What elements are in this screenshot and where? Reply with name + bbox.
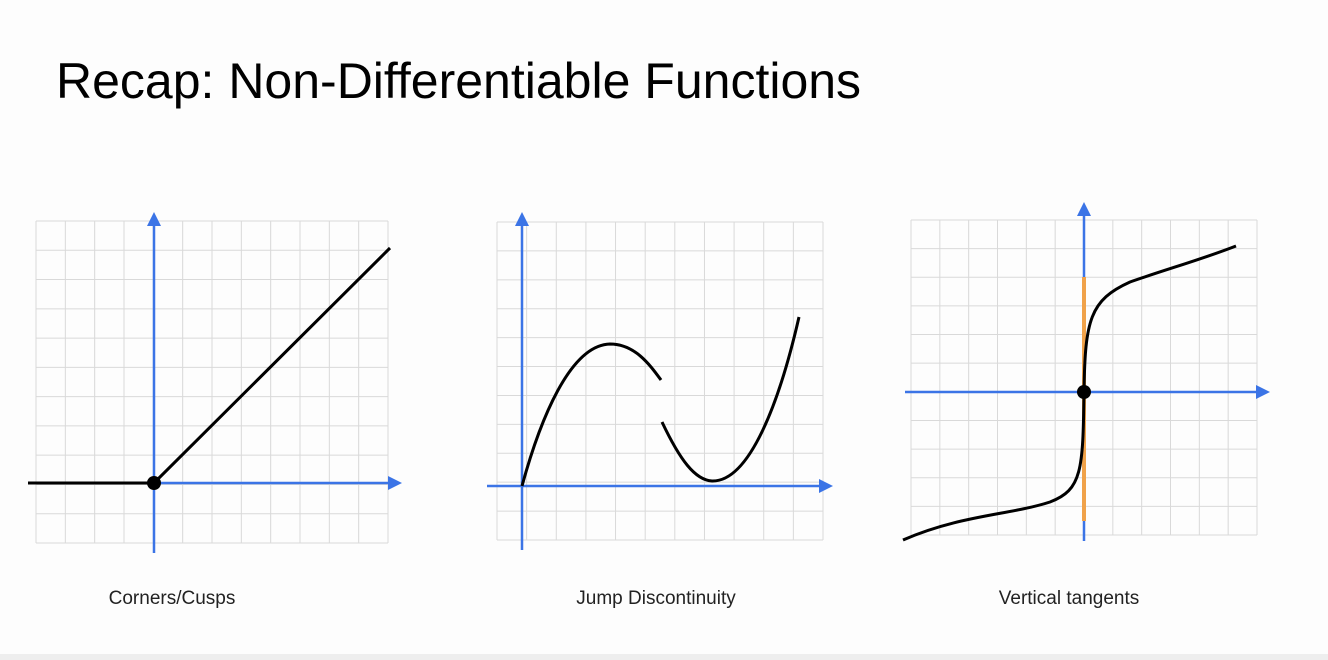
inflection-point — [1077, 385, 1091, 399]
jump-discontinuity-diagram — [487, 212, 833, 550]
function-curve-right — [660, 316, 801, 483]
x-axis-arrow-icon — [388, 476, 402, 490]
footer-bar — [0, 654, 1328, 660]
caption-corners-cusps: Corners/Cusps — [108, 588, 236, 609]
y-axis-arrow-icon — [1077, 202, 1091, 216]
x-axis-arrow-icon — [1256, 385, 1270, 399]
x-axis-arrow-icon — [819, 479, 833, 493]
function-curve — [28, 246, 392, 485]
corner-point — [147, 476, 161, 490]
y-axis-arrow-icon — [515, 212, 529, 226]
vertical-tangent-diagram — [902, 202, 1270, 542]
caption-jump-discontinuity: Jump Discontinuity — [576, 588, 736, 609]
grid — [496, 221, 824, 541]
function-curve-left — [520, 342, 663, 487]
caption-vertical-tangents: Vertical tangents — [998, 588, 1140, 609]
slide-title: Recap: Non-Differentiable Functions — [56, 53, 862, 109]
grid — [35, 220, 389, 544]
corner-cusp-diagram — [28, 212, 402, 553]
y-axis-arrow-icon — [147, 212, 161, 226]
